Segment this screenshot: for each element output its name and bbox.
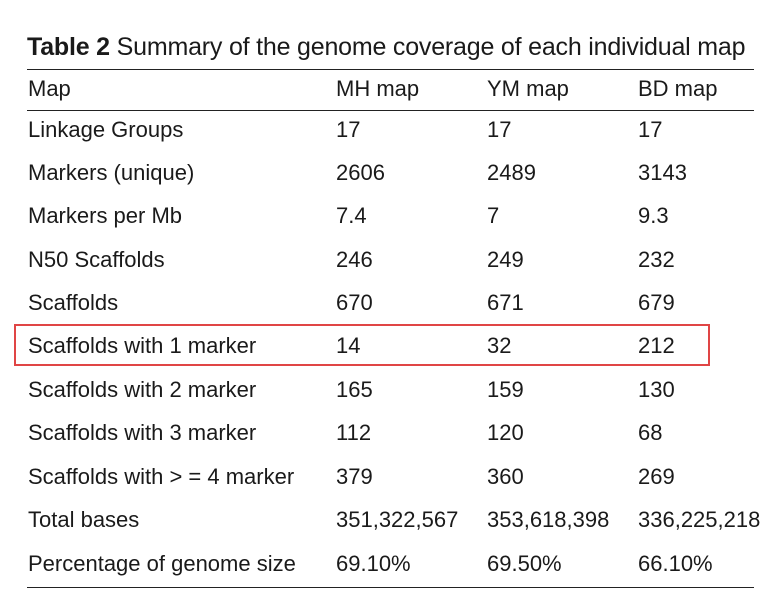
cell-ym: 7 <box>487 203 500 228</box>
cell-bd: 17 <box>638 117 663 142</box>
table-title: Summary of the genome coverage of each i… <box>116 33 746 61</box>
cell-mh: 17 <box>336 117 361 142</box>
cell-ym: 32 <box>487 333 512 358</box>
cell-bd: 130 <box>638 377 675 402</box>
cell-bd: 679 <box>638 290 675 315</box>
row-label: Total bases <box>28 507 140 532</box>
cell-mh: 351,322,567 <box>336 507 459 532</box>
row-label: Scaffolds <box>28 290 119 315</box>
cell-bd: 3143 <box>638 160 687 185</box>
cell-mh: 69.10% <box>336 551 411 576</box>
cell-mh: 165 <box>336 377 373 402</box>
cell-bd: 9.3 <box>638 203 669 228</box>
cell-mh: 2606 <box>336 160 385 185</box>
header-bd-map: BD map <box>638 76 718 101</box>
cell-bd: 68 <box>638 420 663 445</box>
cell-bd: 269 <box>638 464 675 489</box>
cell-mh: 7.4 <box>336 203 367 228</box>
cell-ym: 159 <box>487 377 524 402</box>
cell-mh: 246 <box>336 247 373 272</box>
cell-ym: 69.50% <box>487 551 562 576</box>
row-label: N50 Scaffolds <box>28 247 165 272</box>
row-label: Markers (unique) <box>28 160 195 185</box>
highlight-box <box>14 324 710 366</box>
cell-ym: 17 <box>487 117 512 142</box>
cell-mh: 112 <box>336 420 372 445</box>
table-caption: Table 2 Summary of the genome coverage o… <box>27 30 745 64</box>
cell-mh: 670 <box>336 290 373 315</box>
table-bottom-rule <box>27 587 754 588</box>
table-top-rule <box>27 69 754 70</box>
cell-mh: 379 <box>336 464 373 489</box>
cell-ym: 249 <box>487 247 524 272</box>
cell-bd: 66.10% <box>638 551 713 576</box>
table-number: Table 2 <box>27 33 110 61</box>
cell-mh: 14 <box>336 333 361 358</box>
header-bottom-rule <box>27 110 754 111</box>
cell-ym: 360 <box>487 464 524 489</box>
cell-ym: 120 <box>487 420 524 445</box>
header-ym-map: YM map <box>487 76 569 101</box>
row-label: Scaffolds with 3 marker <box>28 420 257 445</box>
header-mh-map: MH map <box>336 76 420 101</box>
row-label: Linkage Groups <box>28 117 184 142</box>
header-map: Map <box>28 76 71 101</box>
cell-bd: 336,225,218 <box>638 507 761 532</box>
row-label: Scaffolds with 1 marker <box>28 333 257 358</box>
row-label: Percentage of genome size <box>28 551 296 576</box>
row-label: Scaffolds with 2 marker <box>28 377 257 402</box>
cell-ym: 353,618,398 <box>487 507 610 532</box>
cell-ym: 2489 <box>487 160 536 185</box>
row-label: Markers per Mb <box>28 203 183 228</box>
cell-bd: 212 <box>638 333 675 358</box>
row-label: Scaffolds with > = 4 marker <box>28 464 295 489</box>
cell-ym: 671 <box>487 290 524 315</box>
cell-bd: 232 <box>638 247 675 272</box>
